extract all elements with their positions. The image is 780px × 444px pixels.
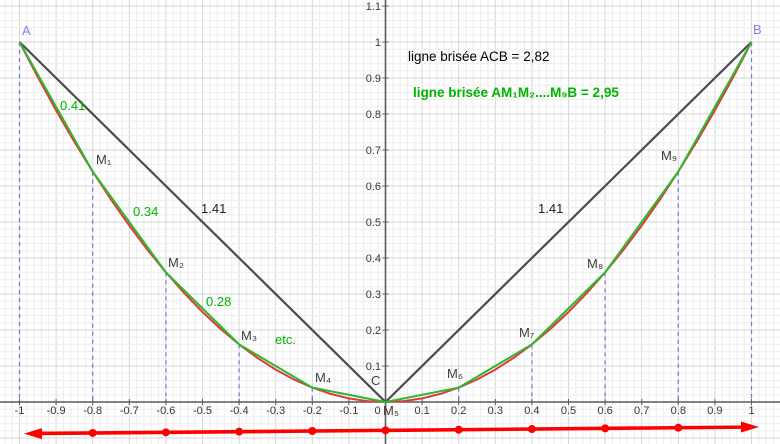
segment-label-cb[interactable]: 1.41 — [538, 201, 564, 216]
y-tick-label: 1 — [375, 37, 381, 49]
x-tick-label: -0.1 — [339, 405, 358, 417]
x-tick-label: 0.8 — [671, 405, 686, 417]
point-label-b[interactable]: B — [753, 22, 762, 37]
arrowhead-left — [24, 428, 42, 440]
y-tick-label: 0.3 — [366, 289, 381, 301]
x-tick-label: 0 — [374, 405, 380, 417]
point-label-m4[interactable]: M₄ — [315, 370, 332, 385]
number-line-dot[interactable] — [235, 427, 244, 436]
segment-label-etc[interactable]: etc. — [275, 332, 296, 347]
segment-label-am1[interactable]: 0.41 — [60, 98, 86, 113]
number-line-dot[interactable] — [381, 426, 390, 435]
x-tick-label: 1 — [748, 405, 754, 417]
y-tick-label: 0.7 — [366, 145, 381, 157]
y-tick-label: 0.5 — [366, 217, 381, 229]
point-label-m1[interactable]: M₁ — [96, 152, 112, 167]
text-broken-line-m[interactable]: ligne brisée AM₁M₂....M₉B = 2,95 — [413, 85, 619, 100]
point-label-a[interactable]: A — [22, 23, 31, 38]
x-tick-label: -1 — [15, 405, 25, 417]
x-tick-label: -0.4 — [230, 405, 249, 417]
number-line-arrow[interactable] — [24, 421, 759, 440]
point-label-m6[interactable]: M₆ — [447, 366, 464, 381]
y-tick-label: 0.4 — [366, 253, 381, 265]
point-label-m7[interactable]: M₇ — [519, 325, 535, 340]
number-line-dot[interactable] — [601, 424, 610, 433]
x-tick-label: 0.3 — [488, 405, 503, 417]
y-tick-label: 0.2 — [366, 325, 381, 337]
number-line-dot[interactable] — [308, 427, 317, 436]
point-label-m2[interactable]: M₂ — [168, 255, 184, 270]
segment-label-m2m3[interactable]: 0.28 — [206, 294, 232, 309]
dashed-guides — [18, 42, 753, 402]
x-tick-label: -0.5 — [193, 405, 212, 417]
segment-label-ac[interactable]: 1.41 — [201, 201, 227, 216]
x-tick-label: -0.6 — [156, 405, 175, 417]
x-tick-label: 0.9 — [707, 405, 722, 417]
segment-label-m1m2[interactable]: 0.34 — [133, 204, 159, 219]
point-label-m3[interactable]: M₃ — [241, 328, 258, 343]
x-tick-label: -0.3 — [266, 405, 285, 417]
number-line-dot[interactable] — [454, 425, 463, 434]
broken-line-m[interactable] — [18, 41, 753, 403]
text-broken-line-acb[interactable]: ligne brisée ACB = 2,82 — [408, 49, 550, 64]
point-label-m8[interactable]: M₈ — [587, 256, 604, 271]
x-tick-label: 0.7 — [634, 405, 649, 417]
x-tick-label: 0.6 — [597, 405, 612, 417]
number-line-dot[interactable] — [88, 428, 97, 437]
point-label-m5[interactable]: M₅ — [383, 403, 400, 418]
number-line-dot[interactable] — [674, 423, 683, 432]
y-tick-label: 0.8 — [366, 109, 381, 121]
x-tick-label: -0.2 — [303, 405, 322, 417]
y-tick-label: 1.1 — [366, 1, 381, 13]
number-line-dot[interactable] — [527, 425, 536, 434]
point-label-c[interactable]: C — [371, 373, 381, 388]
x-tick-label: 0.2 — [451, 405, 466, 417]
x-tick-label: -0.7 — [120, 405, 139, 417]
x-tick-label: 0.4 — [524, 405, 539, 417]
y-tick-label: 0.6 — [366, 181, 381, 193]
y-tick-label: 0.9 — [366, 73, 381, 85]
x-tick-label: -0.8 — [83, 405, 102, 417]
x-tick-label: -0.9 — [47, 405, 66, 417]
arrowhead-right — [741, 421, 759, 433]
y-tick-label: 0.1 — [366, 361, 381, 373]
x-tick-label: 0.1 — [414, 405, 429, 417]
x-tick-label: 0.5 — [561, 405, 576, 417]
point-label-m9[interactable]: M₉ — [661, 148, 677, 163]
number-line-dot[interactable] — [161, 428, 170, 437]
